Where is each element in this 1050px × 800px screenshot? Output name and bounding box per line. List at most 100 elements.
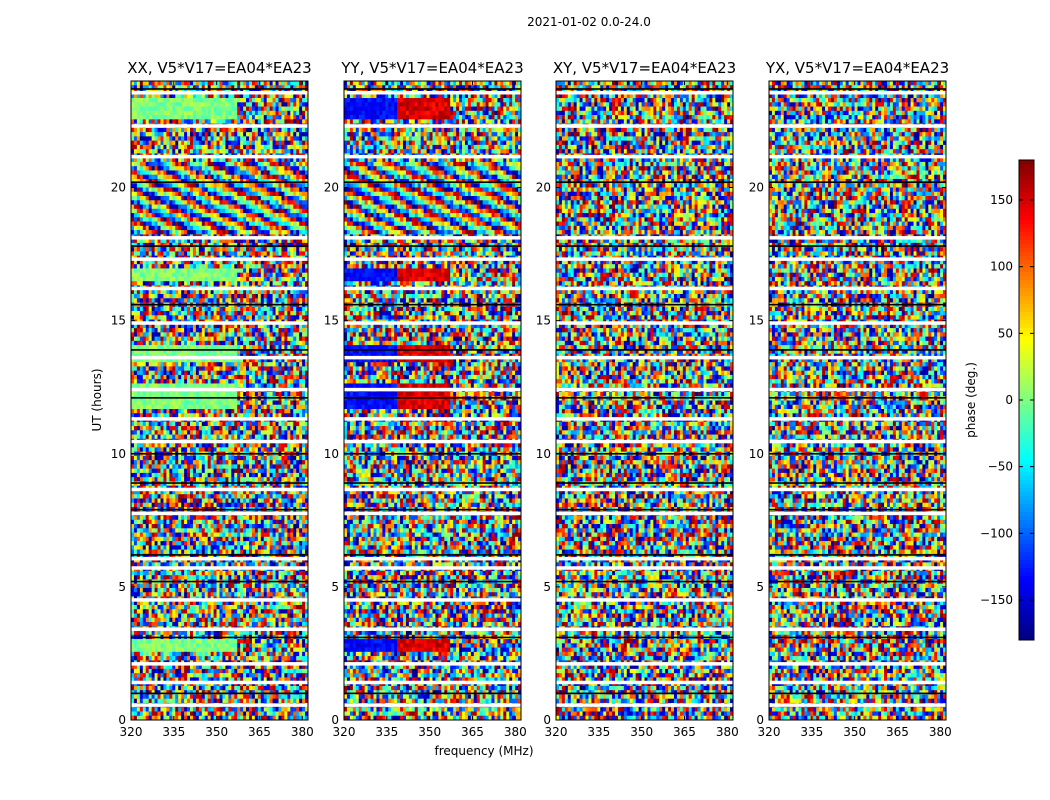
x-tick-label: 380 xyxy=(291,725,314,739)
flag-boundary-line xyxy=(556,304,733,306)
x-tick-label: 350 xyxy=(418,725,441,739)
panel-yy-phase-cells xyxy=(344,81,521,720)
flagged-row xyxy=(556,124,733,128)
flag-boundary-line xyxy=(344,482,521,484)
flagged-row xyxy=(769,155,946,159)
flagged-row xyxy=(769,124,946,128)
y-tick-label: 20 xyxy=(324,181,339,195)
colorbar-tick-label: 100 xyxy=(990,260,1013,274)
flag-boundary-line xyxy=(344,304,521,306)
x-tick-label: 320 xyxy=(758,725,781,739)
flagged-row xyxy=(344,91,521,95)
flag-boundary-line xyxy=(344,88,521,90)
flagged-row xyxy=(131,388,308,392)
flagged-row xyxy=(769,703,946,707)
flagged-row xyxy=(769,257,946,261)
flag-boundary-line xyxy=(344,637,521,639)
y-tick-label: 5 xyxy=(331,580,339,594)
y-tick-label: 20 xyxy=(749,181,764,195)
flagged-row xyxy=(556,598,733,602)
panel-title: YX, V5*V17=EA04*EA23 xyxy=(765,59,949,77)
flag-boundary-line xyxy=(556,554,733,556)
flag-boundary-line xyxy=(131,349,308,351)
flagged-row xyxy=(769,287,946,291)
colorbar-tick-label: 150 xyxy=(990,193,1013,207)
flagged-row xyxy=(344,662,521,666)
flag-boundary-line xyxy=(556,349,733,351)
flagged-row xyxy=(769,321,946,325)
flagged-row xyxy=(556,681,733,685)
flagged-row xyxy=(131,488,308,492)
flag-boundary-line xyxy=(556,581,733,583)
y-tick-label: 10 xyxy=(111,447,126,461)
y-axis-label: UT (hours) xyxy=(90,368,104,431)
flagged-row xyxy=(556,356,733,360)
flag-boundary-line xyxy=(344,397,521,399)
flag-boundary-line xyxy=(769,349,946,351)
colorbar-tick-label: −100 xyxy=(980,526,1013,540)
flagged-row xyxy=(131,566,308,570)
flagged-row xyxy=(131,681,308,685)
y-tick-label: 10 xyxy=(324,447,339,461)
x-tick-label: 335 xyxy=(587,725,610,739)
flag-boundary-line xyxy=(769,181,946,183)
panel-xx-phase-cells xyxy=(131,81,308,720)
flagged-row xyxy=(769,388,946,392)
x-tick-label: 380 xyxy=(929,725,952,739)
flagged-row xyxy=(769,662,946,666)
flag-boundary-line xyxy=(131,88,308,90)
x-tick-label: 365 xyxy=(461,725,484,739)
flagged-row xyxy=(344,417,521,421)
y-tick-label: 15 xyxy=(749,314,764,328)
flagged-row xyxy=(769,440,946,444)
flag-boundary-line xyxy=(769,304,946,306)
flagged-row xyxy=(344,124,521,128)
flagged-row xyxy=(131,627,308,631)
flagged-row xyxy=(556,512,733,516)
flag-boundary-line xyxy=(344,509,521,511)
flag-boundary-line xyxy=(769,693,946,695)
flagged-row xyxy=(344,512,521,516)
flagged-row xyxy=(131,440,308,444)
flagged-row xyxy=(769,627,946,631)
flagged-row xyxy=(344,488,521,492)
flagged-row xyxy=(131,598,308,602)
flag-boundary-line xyxy=(769,453,946,455)
flagged-row xyxy=(556,703,733,707)
flag-boundary-line xyxy=(769,554,946,556)
flagged-row xyxy=(556,388,733,392)
flagged-row xyxy=(344,598,521,602)
flagged-row xyxy=(131,417,308,421)
flag-boundary-line xyxy=(556,453,733,455)
y-tick-label: 5 xyxy=(543,580,551,594)
flagged-row xyxy=(131,257,308,261)
flag-boundary-line xyxy=(556,693,733,695)
flag-boundary-line xyxy=(556,509,733,511)
flagged-row xyxy=(769,598,946,602)
flagged-row xyxy=(769,488,946,492)
flag-boundary-line xyxy=(556,181,733,183)
flag-boundary-line xyxy=(769,397,946,399)
flagged-row xyxy=(556,488,733,492)
flag-boundary-line xyxy=(769,482,946,484)
flagged-row xyxy=(769,417,946,421)
flag-boundary-line xyxy=(344,181,521,183)
flagged-row xyxy=(131,91,308,95)
flag-boundary-line xyxy=(556,397,733,399)
x-tick-label: 365 xyxy=(248,725,271,739)
panel-xy-phase-cells xyxy=(556,81,733,720)
flagged-row xyxy=(556,627,733,631)
flagged-row xyxy=(556,440,733,444)
flag-boundary-line xyxy=(344,554,521,556)
y-tick-label: 20 xyxy=(536,181,551,195)
flagged-row xyxy=(556,321,733,325)
flagged-row xyxy=(769,566,946,570)
flag-boundary-line xyxy=(344,453,521,455)
flag-boundary-line xyxy=(769,245,946,247)
flag-boundary-line xyxy=(131,509,308,511)
flagged-row xyxy=(769,681,946,685)
flagged-row xyxy=(344,155,521,159)
flag-boundary-line xyxy=(769,637,946,639)
x-tick-label: 320 xyxy=(120,725,143,739)
